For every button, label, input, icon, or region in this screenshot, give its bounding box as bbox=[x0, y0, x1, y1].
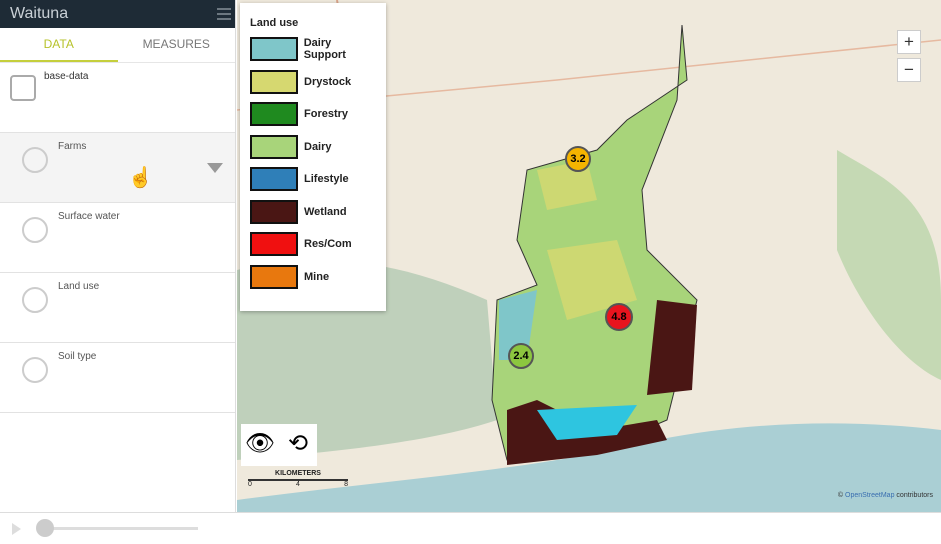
osm-link[interactable]: OpenStreetMap bbox=[845, 492, 895, 499]
legend-swatch bbox=[250, 134, 298, 159]
legend-title: Land use bbox=[250, 17, 299, 29]
hand-cursor-icon: ☝ bbox=[128, 167, 153, 189]
legend-item: Dairy bbox=[250, 131, 376, 164]
app-title: Waituna bbox=[10, 5, 69, 22]
map[interactable]: + − bbox=[237, 0, 941, 512]
timeline-slider[interactable] bbox=[40, 527, 198, 530]
app-header: Waituna bbox=[0, 0, 235, 28]
rotate-icon: ⟲ bbox=[287, 430, 309, 457]
eye-icon: 👁 bbox=[244, 430, 276, 457]
legend-label: Lifestyle bbox=[304, 173, 349, 186]
legend-label: Dairy Support bbox=[303, 37, 346, 62]
legend-label: Wetland bbox=[304, 205, 347, 218]
visibility-eye-button[interactable]: 👁 bbox=[241, 424, 279, 466]
globe-pin-icon bbox=[22, 357, 48, 383]
layer-base-data[interactable]: base-data bbox=[0, 63, 235, 133]
tab-measures[interactable]: MEASURES bbox=[142, 37, 210, 51]
legend-item: Forestry bbox=[250, 98, 376, 131]
legend-item: Drystock bbox=[250, 66, 376, 99]
reset-rotate-button[interactable]: ⟲ bbox=[279, 424, 317, 466]
land-use-legend: Land use Dairy Support Drystock Forestry Da… bbox=[240, 3, 386, 311]
globe-pin-icon bbox=[22, 287, 48, 313]
legend-swatch bbox=[250, 69, 298, 94]
legend-swatch bbox=[250, 264, 298, 289]
legend-label: Res/Com bbox=[304, 238, 352, 251]
globe-pin-icon bbox=[22, 147, 48, 173]
inbox-icon bbox=[10, 75, 36, 101]
legend-item: Mine bbox=[250, 261, 376, 294]
layer-soil-type[interactable]: Soil type bbox=[0, 343, 235, 413]
legend-swatch bbox=[250, 232, 298, 257]
zoom-in-button[interactable]: + bbox=[897, 30, 921, 54]
legend-item: Wetland bbox=[250, 196, 376, 229]
legend-label: Drystock bbox=[304, 75, 352, 88]
legend-label: Forestry bbox=[304, 108, 349, 121]
globe-pin-icon bbox=[22, 217, 48, 243]
timeline-player bbox=[0, 512, 941, 544]
marker-4.8[interactable]: 4.8 bbox=[605, 303, 633, 331]
menu-icon[interactable] bbox=[217, 8, 231, 20]
legend-item: Res/Com bbox=[250, 228, 376, 261]
legend-item: Lifestyle bbox=[250, 163, 376, 196]
legend-item: Dairy Support bbox=[250, 33, 376, 66]
layer-land-use[interactable]: Land use bbox=[0, 273, 235, 343]
sidebar: Waituna DATA MEASURES base-data Farms ☝ S… bbox=[0, 0, 236, 544]
layer-surface-water[interactable]: Surface water bbox=[0, 203, 235, 273]
play-icon[interactable] bbox=[12, 523, 21, 535]
attribution: © OpenStreetMap contributors bbox=[837, 492, 933, 499]
marker-3.2[interactable]: 3.2 bbox=[565, 146, 591, 172]
zoom-out-button[interactable]: − bbox=[897, 58, 921, 82]
legend-swatch bbox=[250, 102, 298, 127]
tab-data[interactable]: DATA bbox=[0, 28, 118, 62]
legend-swatch bbox=[250, 199, 298, 224]
legend-swatch bbox=[250, 167, 298, 192]
filter-icon[interactable] bbox=[207, 163, 223, 173]
slider-handle[interactable] bbox=[36, 519, 54, 537]
marker-2.4[interactable]: 2.4 bbox=[508, 343, 534, 369]
legend-swatch bbox=[250, 37, 298, 62]
layer-farms[interactable]: Farms ☝ bbox=[0, 133, 235, 203]
legend-label: Dairy bbox=[304, 140, 332, 153]
legend-label: Mine bbox=[304, 270, 330, 283]
